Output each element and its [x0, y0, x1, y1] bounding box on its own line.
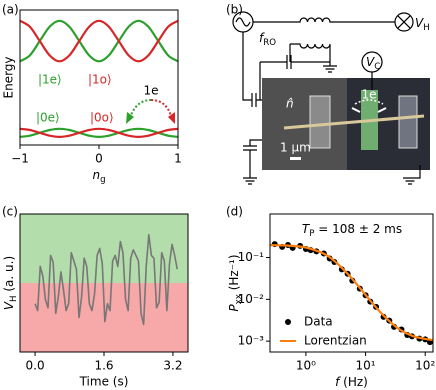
- annotation: 1e: [143, 84, 158, 98]
- label-part: V: [415, 16, 424, 30]
- series-label: |1o⟩: [88, 73, 112, 87]
- x-tick-label: 1.6: [94, 359, 113, 373]
- label-part: xx: [234, 294, 244, 304]
- label-part: T: [302, 222, 311, 236]
- series-line: [20, 127, 178, 138]
- y-axis-label: Pxx (Hz⁻¹): [227, 254, 244, 311]
- arrow-half: [150, 99, 172, 117]
- label-part: (Hz): [339, 375, 368, 389]
- y-tick-label: 10⁻¹: [238, 250, 265, 264]
- label-part: P: [227, 304, 241, 312]
- series-label: |0e⟩: [36, 111, 60, 125]
- transition-arrow: [126, 99, 175, 124]
- micrograph-region: [347, 78, 430, 170]
- series-line: [270, 244, 433, 342]
- voltmeter: [394, 12, 414, 32]
- plot-area: [20, 19, 178, 138]
- x-tick-label: 1: [174, 152, 182, 166]
- x-tick-label: 3.2: [163, 359, 182, 373]
- rf-line: [253, 17, 395, 23]
- y-tick-label: 10⁻²: [238, 292, 265, 306]
- y-axis-label: VH (a. u.): [2, 256, 19, 310]
- scale-label: 1 µm: [280, 141, 311, 155]
- x-axis-label: f (Hz): [335, 375, 368, 389]
- x-axis-label: ng: [92, 168, 105, 185]
- series-line: [20, 19, 178, 63]
- series-line: [34, 233, 179, 326]
- series-label: |0o⟩: [90, 111, 114, 125]
- y-tick-label: 10⁻³: [238, 334, 265, 348]
- chart-panel: 10⁰ 10¹ 10² 10⁻³ 10⁻² 10⁻¹ (d) f (Hz) Pxx (Hz⁻¹)…: [226, 205, 435, 389]
- charge-label: 1e: [361, 88, 376, 102]
- axes-frame: [269, 213, 434, 353]
- chart-panel: 0.0 1.6 3.2 (c) Time (s) VH (a. u.): [2, 205, 189, 389]
- contact: [398, 95, 418, 149]
- scale-bar: [290, 157, 301, 160]
- arrow-head: [126, 112, 134, 124]
- voltmeter-cross: [397, 15, 411, 29]
- panel-label: (c): [2, 205, 18, 219]
- operator-label: n̂: [286, 97, 294, 111]
- gate-voltage-label: VC: [366, 55, 380, 72]
- x-tick-label: 0: [95, 152, 103, 166]
- ground: [323, 62, 337, 73]
- shunt-capacitor: [243, 139, 268, 185]
- label-part: RO: [263, 38, 276, 48]
- lead: [242, 32, 268, 107]
- contact: [309, 95, 331, 149]
- panel-label: (a): [2, 3, 19, 17]
- band: [20, 214, 188, 283]
- label-part: H: [423, 23, 430, 33]
- sine-symbol: [235, 17, 251, 27]
- label-part: f: [259, 31, 265, 45]
- nanowire: [283, 114, 425, 130]
- label-part: P: [309, 229, 314, 239]
- label-part: V: [366, 55, 375, 69]
- x-tick-label: 10²: [415, 359, 435, 373]
- arrow: [351, 107, 387, 113]
- ground: [403, 165, 421, 185]
- panel-label: (b): [226, 3, 243, 17]
- label-part: g: [100, 175, 105, 185]
- x-tick-label: 0.0: [26, 359, 45, 373]
- legend-label: Lorentzian: [304, 334, 367, 348]
- label-part: (a. u.): [2, 256, 16, 296]
- label-part: C: [374, 62, 380, 72]
- label-part: n: [92, 168, 100, 182]
- annotation: TP = 108 ± 2 ms: [302, 222, 402, 239]
- arrow-half: [129, 99, 152, 119]
- label-part: H: [9, 295, 19, 302]
- series-line: [20, 19, 178, 63]
- label-part: f: [335, 375, 341, 389]
- x-tick-label: 10⁰: [296, 359, 316, 373]
- arrow-head: [168, 112, 175, 124]
- panel-label: (d): [226, 205, 243, 219]
- plot-area: [34, 233, 179, 326]
- tank-capacitor: [260, 44, 330, 69]
- chart-panel: −1 0 1 (a) ng Energy |1e⟩ |1o⟩ |0e⟩ |0o⟩ 1e: [2, 3, 182, 185]
- y-axis-label: Energy: [2, 56, 16, 98]
- legend-label: Data: [304, 315, 333, 329]
- x-tick-label: −1: [11, 152, 29, 166]
- x-tick-label: 10¹: [356, 359, 376, 373]
- label-part: V: [2, 301, 16, 310]
- legend-marker: [285, 319, 291, 325]
- plot-area: [270, 244, 433, 342]
- label-part: = 108 ± 2 ms: [314, 222, 402, 236]
- x-axis-label: Time (s): [79, 375, 129, 389]
- series-line: [20, 127, 178, 138]
- series-label: |1e⟩: [38, 73, 62, 87]
- hall-voltage-label: VH: [415, 16, 430, 33]
- circuit-diagram: (b) VH fRO 1e n̂ 1 µm VC: [226, 3, 430, 185]
- source-label: fRO: [259, 31, 276, 48]
- label-part: (Hz⁻¹): [227, 254, 241, 294]
- coupled-inductor: [290, 43, 331, 62]
